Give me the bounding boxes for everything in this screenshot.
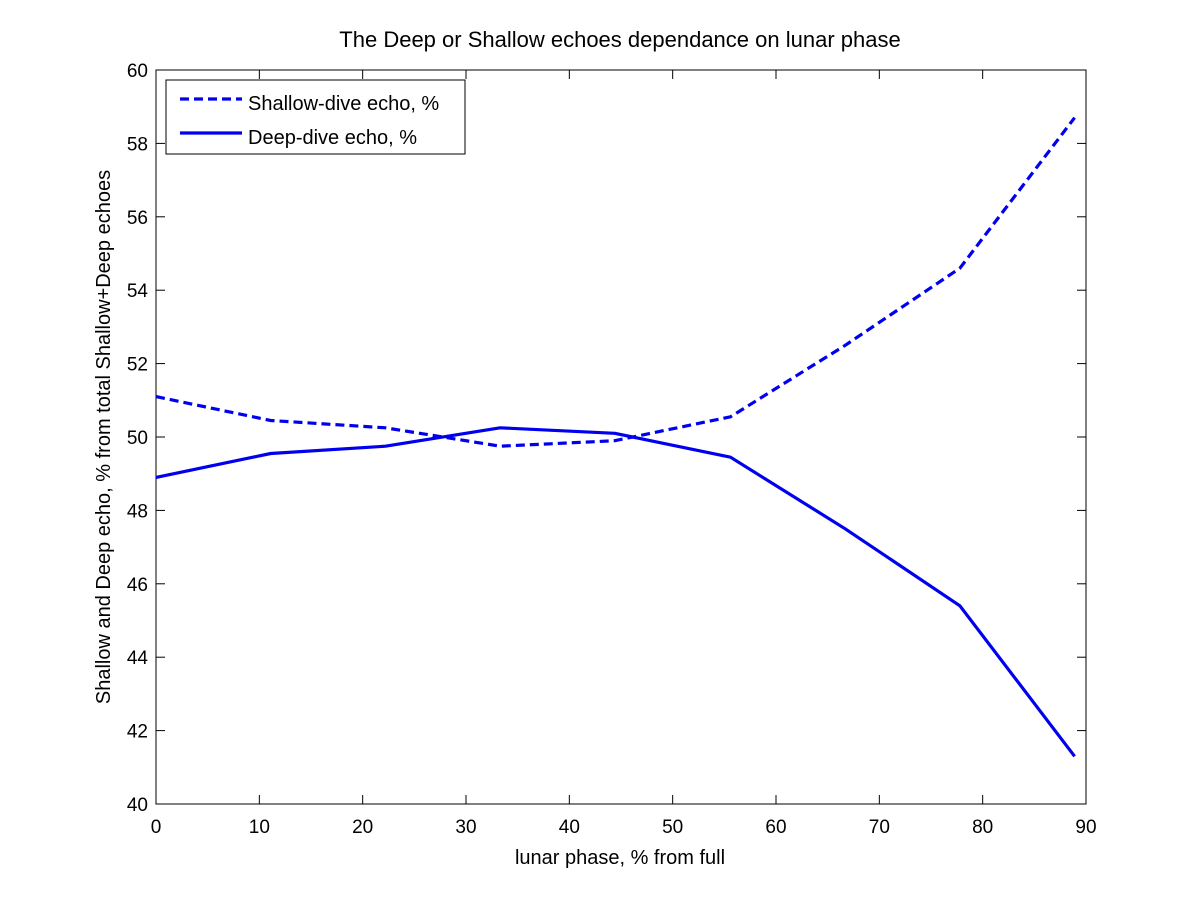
x-axis-label: lunar phase, % from full bbox=[515, 847, 725, 869]
x-tick-label: 10 bbox=[249, 817, 270, 838]
y-axis: 40 42 44 46 48 50 52 54 56 58 60 bbox=[127, 61, 1086, 816]
y-tick-label: 40 bbox=[127, 795, 148, 816]
y-axis-label: Shallow and Deep echo, % from total Shal… bbox=[93, 170, 115, 704]
y-tick-label: 60 bbox=[127, 61, 148, 82]
legend-label-deep: Deep-dive echo, % bbox=[248, 127, 417, 149]
y-tick-label: 52 bbox=[127, 355, 148, 376]
y-tick-label: 42 bbox=[127, 722, 148, 743]
x-tick-label: 50 bbox=[662, 817, 683, 838]
x-axis: 0 10 20 30 40 50 60 70 80 90 bbox=[151, 70, 1097, 838]
x-tick-label: 60 bbox=[765, 817, 786, 838]
x-tick-label: 80 bbox=[972, 817, 993, 838]
x-tick-label: 40 bbox=[559, 817, 580, 838]
series-line-shallow bbox=[155, 116, 1076, 448]
y-tick-label: 56 bbox=[127, 208, 148, 229]
y-tick-label: 54 bbox=[127, 281, 149, 302]
x-tick-label: 0 bbox=[151, 817, 162, 838]
y-tick-label: 44 bbox=[127, 648, 149, 669]
y-tick-label: 48 bbox=[127, 501, 148, 522]
x-tick-label: 20 bbox=[352, 817, 373, 838]
legend-box bbox=[165, 79, 466, 155]
x-tick-label: 30 bbox=[455, 817, 476, 838]
x-tick-label: 90 bbox=[1075, 817, 1096, 838]
x-tick-label: 70 bbox=[869, 817, 890, 838]
chart-title: The Deep or Shallow echoes dependance on… bbox=[339, 27, 900, 52]
y-tick-label: 50 bbox=[127, 428, 148, 449]
series-layer bbox=[155, 116, 1076, 758]
legend: Shallow-dive echo, % Deep-dive echo, % bbox=[165, 79, 466, 155]
legend-label-shallow: Shallow-dive echo, % bbox=[248, 93, 439, 115]
y-tick-label: 46 bbox=[127, 575, 148, 596]
y-tick-label: 58 bbox=[127, 134, 148, 155]
plot-area bbox=[155, 69, 1087, 805]
series-line-deep bbox=[155, 426, 1076, 758]
